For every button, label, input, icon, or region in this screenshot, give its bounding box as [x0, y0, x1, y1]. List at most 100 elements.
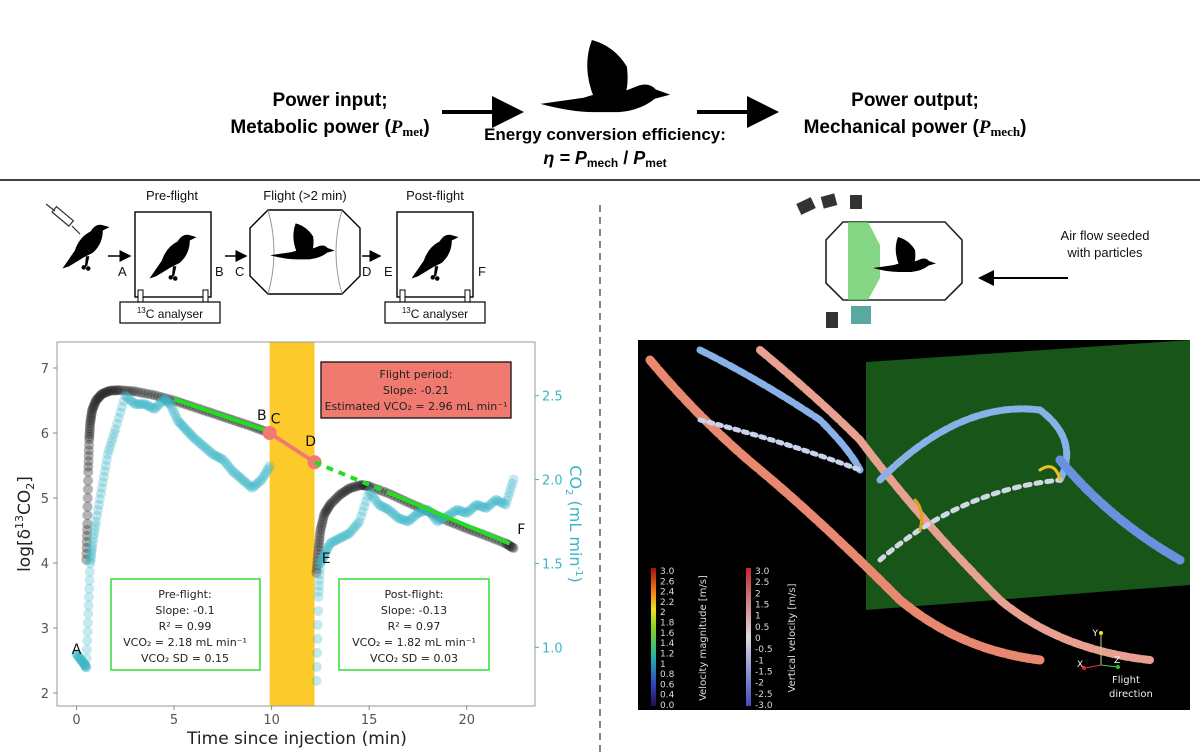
- co2-data-point: [238, 475, 249, 486]
- co2-data-point: [378, 502, 389, 513]
- co2-data-point: [141, 399, 152, 410]
- log-data-point: [104, 385, 115, 396]
- log-data-point: [83, 450, 94, 461]
- co2-data-point: [89, 524, 100, 535]
- colorbar-tick-label: -2: [755, 679, 764, 689]
- co2-data-point: [136, 399, 147, 410]
- efficiency-formula: η = Pmech / Pmet: [543, 148, 666, 170]
- colorbar-tick-label: 1.4: [660, 639, 675, 649]
- log-data-point: [346, 482, 357, 493]
- co2-data-point: [456, 506, 467, 517]
- log-data-point: [82, 524, 93, 535]
- co2-data-point: [221, 458, 232, 469]
- co2-data-point: [130, 399, 141, 410]
- log-data-point: [81, 536, 92, 547]
- co2-data-point: [196, 439, 207, 450]
- co2-data-point: [354, 516, 365, 527]
- co2-data-point: [492, 495, 503, 506]
- co2-data-point: [75, 654, 86, 665]
- log-data-point: [316, 520, 327, 531]
- co2-data-point: [184, 428, 195, 439]
- co2-data-point: [359, 501, 370, 512]
- log-data-point: [124, 385, 135, 396]
- log-data-point: [83, 456, 94, 467]
- log-data-point: [334, 489, 345, 500]
- log-data-point: [139, 388, 150, 399]
- log-data-point: [352, 481, 363, 492]
- co2-data-point: [382, 503, 393, 514]
- co2-data-point: [242, 478, 253, 489]
- flight-annotation: Flight period: Slope: -0.21 Estimated VC…: [320, 361, 512, 419]
- syringe-icon: [45, 203, 81, 235]
- point-label-a: A: [118, 264, 127, 279]
- co2-data-point: [154, 399, 165, 410]
- co2-data-point: [187, 431, 198, 442]
- co2-data-point: [139, 399, 150, 410]
- log-data-point: [323, 502, 334, 513]
- co2-data-point: [469, 501, 480, 512]
- colorbar-tick-label: 0.6: [660, 680, 675, 690]
- co2-data-point: [85, 558, 96, 569]
- co2-data-point: [125, 394, 136, 405]
- y-tick-label: 6: [41, 427, 49, 442]
- co2-data-point: [263, 463, 274, 474]
- log-data-point: [341, 485, 352, 496]
- co2-data-point: [87, 537, 98, 548]
- svg-text:13C analyser: 13C analyser: [137, 306, 203, 321]
- colorbar-tick-label: 2: [755, 589, 761, 599]
- log-data-point: [313, 545, 324, 555]
- co2-data-point: [86, 544, 97, 555]
- co2-data-point: [94, 494, 105, 505]
- log-data-point: [130, 386, 141, 397]
- co2-data-point: [351, 520, 362, 531]
- protocol-schematic: Pre-flight Flight (>2 min) Post-flight A…: [45, 188, 486, 324]
- log-data-point: [159, 392, 170, 403]
- co2-data-point: [388, 508, 399, 519]
- co2-data-point: [82, 635, 93, 646]
- co2-data-point: [217, 454, 228, 465]
- co2-data-point: [74, 652, 85, 663]
- colorbar-ticks: 3.02.62.42.221.81.61.41.210.80.60.40.03.…: [660, 567, 773, 711]
- log-data-point: [320, 507, 331, 518]
- co2-data-point: [408, 512, 419, 523]
- point-label-d: D: [362, 264, 371, 279]
- co2-data-point: [507, 478, 518, 489]
- co2-data-point: [172, 415, 183, 426]
- co2-data-point: [338, 531, 349, 542]
- svg-text:Slope: -0.1: Slope: -0.1: [155, 604, 214, 617]
- log-data-point: [93, 392, 104, 403]
- svg-text:Y: Y: [1092, 629, 1099, 639]
- log-data-point: [315, 528, 326, 539]
- log-data-point: [83, 467, 94, 477]
- laser-icon: [851, 306, 871, 324]
- co2-data-point: [367, 490, 378, 501]
- co2-data-point: [466, 503, 477, 514]
- log-data-point: [328, 496, 339, 507]
- co2-data-point: [505, 482, 516, 493]
- log-data-point: [91, 394, 102, 405]
- co2-data-point: [264, 461, 275, 472]
- co2-data-point: [97, 477, 108, 488]
- log-data-point: [86, 409, 97, 420]
- co2-data-point: [147, 403, 158, 414]
- log-data-point: [326, 497, 337, 508]
- co2-data-point: [227, 466, 238, 477]
- co2-data-point: [500, 499, 511, 510]
- co2-data-point: [162, 396, 173, 407]
- analyser-post: 13C analyser: [384, 289, 486, 324]
- flight-direction-line1: Flight: [1112, 675, 1140, 686]
- log-data-point: [354, 480, 365, 491]
- co2-data-point: [225, 464, 236, 475]
- svg-text:Slope: -0.13: Slope: -0.13: [381, 604, 447, 617]
- co2-data-point: [503, 491, 514, 502]
- colorbar-tick-label: -3.0: [755, 701, 773, 711]
- log-data-point: [312, 560, 323, 571]
- co2-data-point: [112, 418, 123, 429]
- co2-data-point: [164, 398, 175, 409]
- co2-data-point: [123, 393, 134, 404]
- co2-data-point: [499, 498, 510, 509]
- co2-data-point: [455, 505, 466, 516]
- co2-data-point: [316, 557, 327, 568]
- log-data-point: [85, 420, 96, 431]
- log-data-point: [321, 506, 332, 516]
